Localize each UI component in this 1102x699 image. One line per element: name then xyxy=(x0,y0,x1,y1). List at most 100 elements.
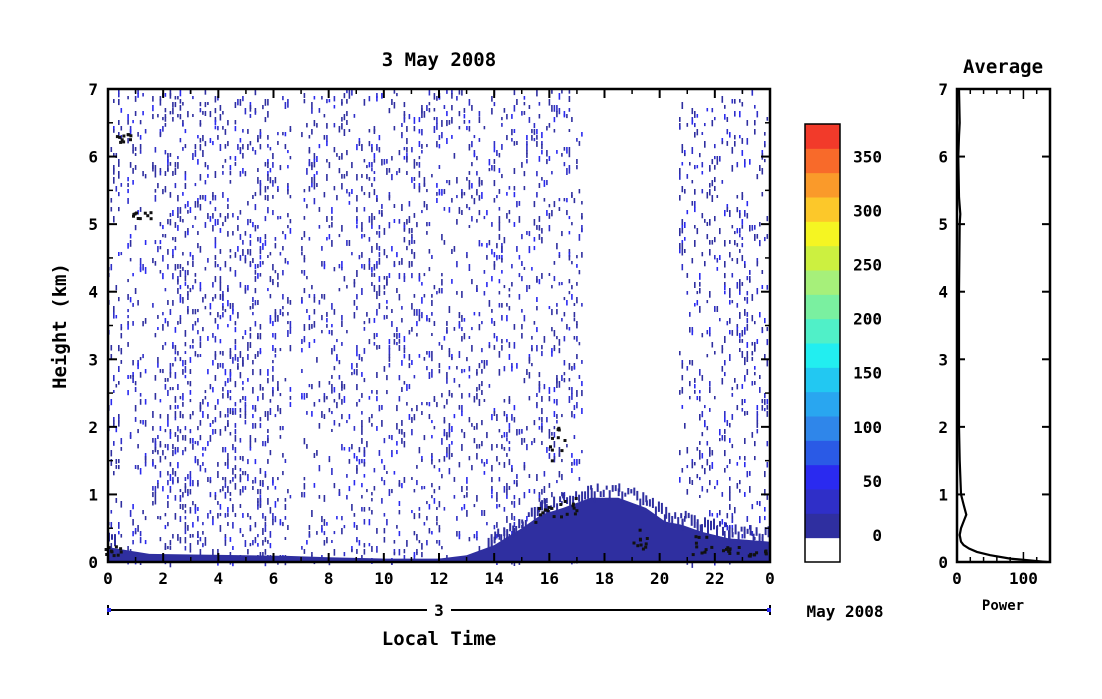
heatmap-cell xyxy=(406,147,408,153)
heatmap-cell xyxy=(152,492,154,498)
heatmap-cell xyxy=(120,138,124,142)
heatmap-cell xyxy=(197,198,199,204)
heatmap-cell xyxy=(249,264,252,268)
heatmap-cell xyxy=(553,117,556,123)
heatmap-cell xyxy=(438,189,441,194)
heatmap-cell xyxy=(533,219,536,226)
heatmap-cell xyxy=(172,387,174,391)
heatmap-cell xyxy=(229,255,232,259)
heatmap-cell xyxy=(118,162,120,167)
heatmap-cell xyxy=(581,132,583,137)
heatmap-cell xyxy=(704,548,708,552)
heatmap-cell xyxy=(306,204,308,209)
heatmap-cell xyxy=(189,429,192,434)
heatmap-cell xyxy=(308,294,311,298)
heatmap-cell xyxy=(701,453,704,459)
heatmap-cell xyxy=(759,501,761,507)
heatmap-cell xyxy=(411,510,413,514)
heatmap-cell xyxy=(714,486,716,490)
heatmap-cell xyxy=(254,522,257,528)
heatmap-cell xyxy=(401,135,403,139)
heatmap-cell xyxy=(726,207,729,212)
heatmap-cell xyxy=(179,495,182,502)
heatmap-cell xyxy=(214,171,217,178)
heatmap-cell xyxy=(222,297,224,301)
heatmap-cell xyxy=(132,519,134,526)
heatmap-cell xyxy=(262,528,264,535)
heatmap-cell xyxy=(224,492,227,499)
heatmap-cell xyxy=(749,471,751,476)
heatmap-cell xyxy=(516,246,518,252)
heatmap-cell xyxy=(363,543,366,548)
heatmap-cell xyxy=(573,435,576,439)
heatmap-cell xyxy=(739,489,741,493)
heatmap-cell xyxy=(521,429,523,434)
heatmap-cell xyxy=(388,348,391,355)
heatmap-cell xyxy=(199,465,202,472)
heatmap-cell xyxy=(323,495,326,502)
heatmap-cell xyxy=(398,531,401,537)
heatmap-cell xyxy=(269,408,272,415)
heatmap-cell xyxy=(118,90,120,95)
heatmap-cell xyxy=(169,219,172,226)
heatmap-cell xyxy=(704,423,706,428)
heatmap-cell xyxy=(234,345,237,351)
heatmap-cell xyxy=(239,504,242,508)
heatmap-cell xyxy=(152,438,154,443)
heatmap-cell xyxy=(695,545,699,549)
heatmap-cell xyxy=(418,507,421,511)
heatmap-cell xyxy=(498,234,501,240)
heatmap-cell xyxy=(129,258,132,262)
heatmap-cell xyxy=(566,147,568,154)
heatmap-cell xyxy=(483,462,486,467)
y-tick-label: 3 xyxy=(88,350,98,369)
heatmap-cell xyxy=(704,517,706,528)
heatmap-cell xyxy=(393,540,396,544)
heatmap-cell xyxy=(358,459,361,465)
heatmap-cell xyxy=(716,480,719,486)
heatmap-cell xyxy=(581,381,583,387)
heatmap-cell xyxy=(558,348,561,354)
heatmap-cell xyxy=(473,534,476,539)
heatmap-cell xyxy=(262,552,264,558)
heatmap-cell xyxy=(272,360,274,364)
heatmap-cell xyxy=(471,465,473,471)
heatmap-cell xyxy=(237,312,239,319)
average-y-tick-label: 5 xyxy=(938,215,948,234)
heatmap-cell xyxy=(331,207,333,214)
heatmap-cell xyxy=(272,333,274,338)
heatmap-cell xyxy=(581,491,584,503)
heatmap-cell xyxy=(431,420,433,424)
heatmap-cell xyxy=(172,210,174,216)
heatmap-cell xyxy=(456,291,458,295)
heatmap-cell xyxy=(746,357,749,362)
heatmap-cell xyxy=(224,447,227,453)
heatmap-cell xyxy=(167,219,169,225)
heatmap-cell xyxy=(120,333,123,339)
heatmap-cell xyxy=(541,177,543,181)
heatmap-cell xyxy=(476,393,478,400)
heatmap-cell xyxy=(746,342,749,348)
heatmap-cell xyxy=(194,201,197,208)
heatmap-cell xyxy=(214,429,217,434)
heatmap-cell xyxy=(508,288,511,292)
heatmap-cell xyxy=(120,183,123,187)
heatmap-cell xyxy=(182,267,184,271)
heatmap-cell xyxy=(398,510,401,515)
heatmap-cell xyxy=(428,351,431,358)
heatmap-cell xyxy=(561,231,563,237)
heatmap-cell xyxy=(401,306,403,310)
heatmap-cell xyxy=(157,480,159,484)
heatmap-cell xyxy=(719,438,721,442)
heatmap-cell xyxy=(473,426,476,430)
heatmap-cell xyxy=(368,339,371,345)
heatmap-cell xyxy=(391,246,393,252)
heatmap-cell xyxy=(368,192,371,198)
heatmap-cell xyxy=(488,240,491,246)
heatmap-cell xyxy=(199,288,202,292)
heatmap-cell xyxy=(264,525,267,532)
heatmap-cell xyxy=(706,426,709,431)
heatmap-cell xyxy=(684,510,687,519)
heatmap-cell xyxy=(361,357,363,362)
heatmap-cell xyxy=(498,429,501,433)
